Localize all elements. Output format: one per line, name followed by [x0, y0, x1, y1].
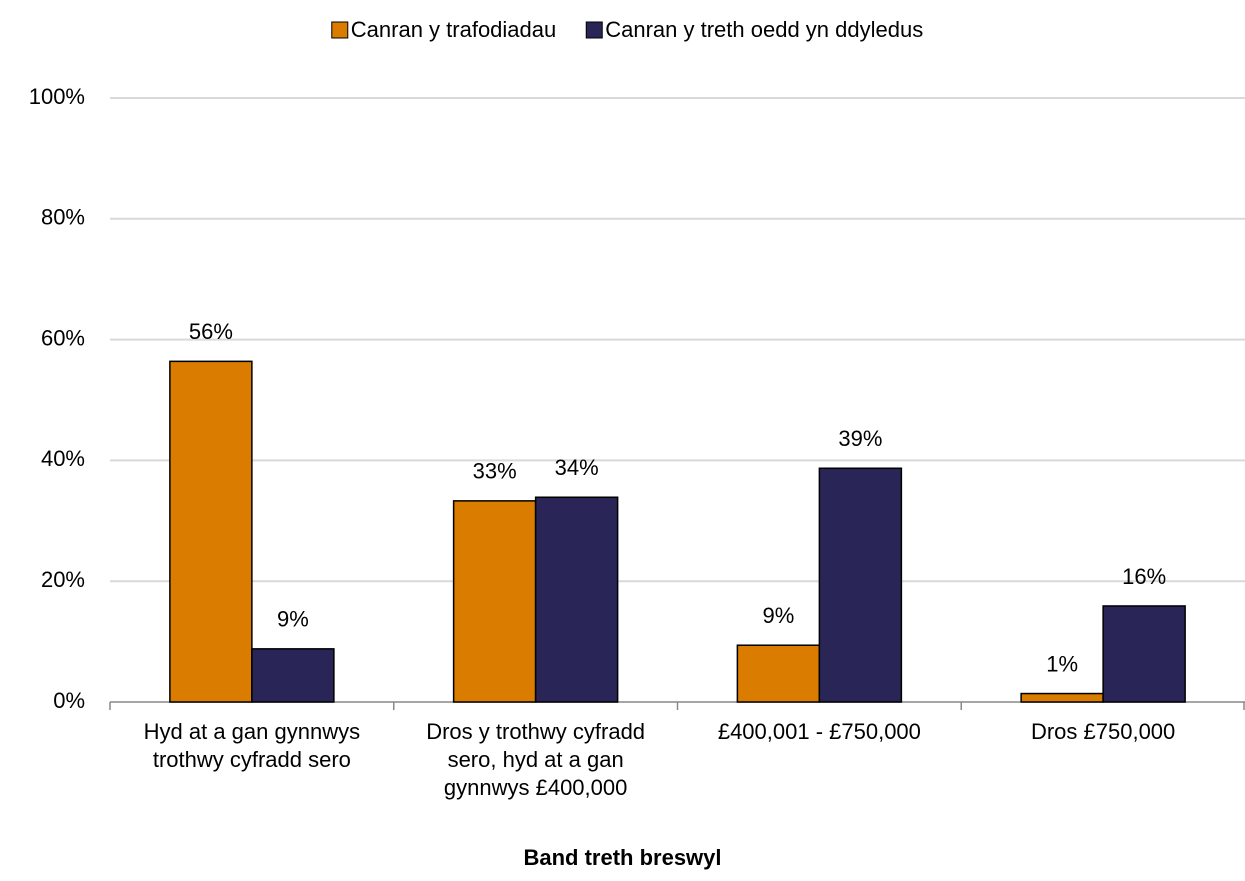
y-tick-label: 100%	[29, 84, 85, 109]
legend: Canran y trafodiadau Canran y treth oedd …	[331, 17, 923, 42]
bar	[169, 360, 253, 703]
y-tick-label: 80%	[41, 205, 85, 230]
data-label: 9%	[762, 603, 794, 628]
x-axis-title: Band treth breswyl	[523, 845, 722, 870]
x-tick-label: £400,001 - £750,000	[717, 719, 921, 744]
data-label: 16%	[1122, 564, 1166, 589]
data-label: 9%	[277, 607, 309, 632]
data-label: 56%	[189, 319, 233, 344]
y-tick-label: 20%	[41, 567, 85, 592]
bar	[1102, 605, 1186, 703]
data-label: 34%	[555, 455, 599, 480]
bar	[534, 496, 619, 703]
y-tick-label: 60%	[41, 325, 85, 350]
x-tick-label: Dros £750,000	[1030, 719, 1176, 744]
x-tick-label: Hyd at a gan gynnwys trothwy cyfradd ser…	[143, 719, 361, 772]
legend-swatch	[331, 21, 349, 39]
bar	[1020, 692, 1104, 703]
data-label: 39%	[838, 426, 882, 451]
legend-swatch	[585, 21, 603, 39]
data-label: 1%	[1046, 651, 1078, 676]
legend-label: Canran y trafodiadau	[351, 17, 556, 42]
data-label: 33%	[473, 459, 517, 484]
y-tick-label: 40%	[41, 446, 85, 471]
legend-label: Canran y treth oedd yn ddyledus	[605, 17, 923, 42]
x-tick-label: Dros y trothwy cyfradd sero, hyd at a ga…	[426, 719, 646, 800]
bar	[818, 467, 903, 703]
bar	[736, 644, 821, 703]
bar	[251, 648, 335, 703]
y-tick-label: 0%	[53, 688, 85, 713]
bar	[452, 500, 537, 703]
